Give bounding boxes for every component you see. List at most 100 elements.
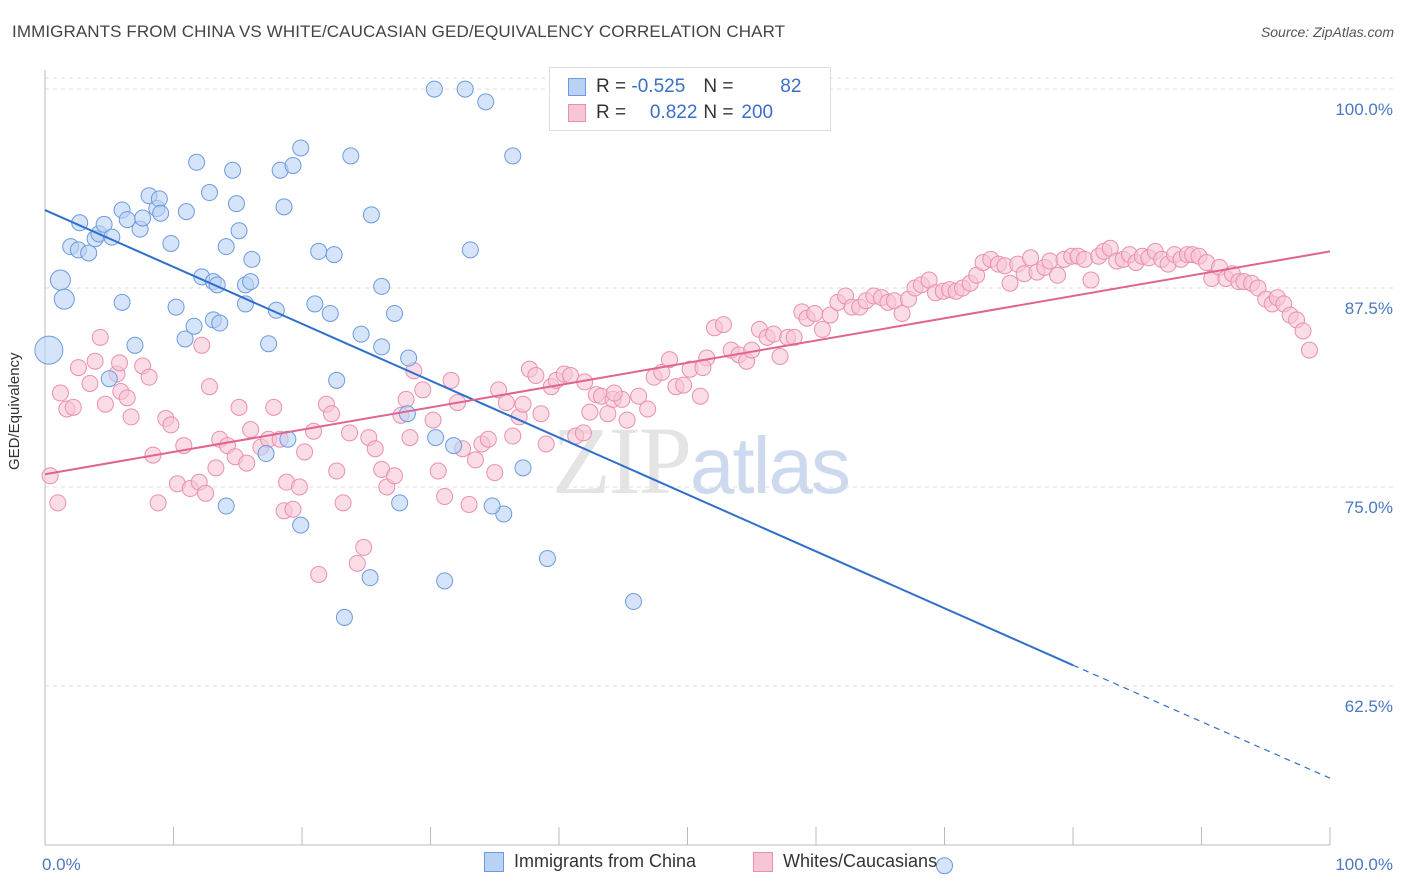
point-china bbox=[150, 190, 168, 208]
point-china bbox=[373, 277, 391, 295]
stats-legend: R = -0.525 N = 82 R = 0.822 N = 200 bbox=[549, 67, 831, 131]
point-china bbox=[321, 304, 339, 322]
point-china bbox=[373, 338, 391, 356]
point-china bbox=[456, 80, 474, 98]
legend-r-value: 0.822 bbox=[649, 102, 698, 123]
point-china bbox=[200, 184, 218, 202]
point-white bbox=[149, 494, 167, 512]
legend-n-value: 200 bbox=[741, 102, 774, 123]
point-china bbox=[310, 242, 328, 260]
point-white bbox=[284, 500, 302, 518]
point-white bbox=[1294, 322, 1312, 340]
point-white bbox=[714, 316, 732, 334]
point-white bbox=[397, 390, 415, 408]
point-white bbox=[265, 398, 283, 416]
point-white bbox=[429, 462, 447, 480]
point-china bbox=[211, 314, 229, 332]
point-white bbox=[1022, 249, 1040, 267]
point-white bbox=[140, 368, 158, 386]
legend-swatch-white bbox=[753, 851, 773, 872]
legend-label-white: Whites/Caucasians bbox=[783, 851, 938, 871]
point-white bbox=[207, 459, 225, 477]
legend-n-value: 82 bbox=[780, 76, 802, 97]
point-white bbox=[460, 495, 478, 513]
point-china bbox=[504, 147, 522, 165]
watermark-atlas: atlas bbox=[690, 421, 851, 510]
point-china bbox=[306, 295, 324, 313]
point-white bbox=[806, 304, 824, 322]
point-china bbox=[113, 293, 131, 311]
point-white bbox=[193, 336, 211, 354]
point-china bbox=[167, 298, 185, 316]
point-china bbox=[217, 497, 235, 515]
legend-item-china: Immigrants from China bbox=[484, 851, 696, 872]
point-white bbox=[514, 395, 532, 413]
legend-item-white: Whites/Caucasians bbox=[753, 851, 937, 872]
legend-label-china: Immigrants from China bbox=[514, 851, 697, 871]
point-white bbox=[1300, 341, 1318, 359]
tick-labels: 100.0% 87.5% 75.0% 62.5% 0.0% 100.0% bbox=[42, 100, 1393, 874]
point-china bbox=[427, 429, 445, 447]
point-white bbox=[639, 400, 657, 418]
point-white bbox=[111, 354, 129, 372]
point-white bbox=[69, 359, 87, 377]
white-points bbox=[41, 239, 1318, 583]
point-china bbox=[342, 147, 360, 165]
trend-line-white bbox=[44, 250, 1331, 476]
point-white bbox=[436, 487, 454, 505]
x-tick-label-end: 100.0% bbox=[1335, 855, 1393, 874]
legend-r-label: R = bbox=[596, 102, 627, 123]
axes bbox=[44, 70, 1331, 846]
point-white bbox=[1001, 274, 1019, 292]
point-china bbox=[483, 497, 501, 515]
point-china bbox=[126, 336, 144, 354]
x-tick-label-start: 0.0% bbox=[42, 855, 81, 874]
point-china bbox=[538, 550, 556, 568]
point-china bbox=[162, 234, 180, 252]
point-white bbox=[96, 395, 114, 413]
point-china bbox=[362, 206, 380, 224]
point-white bbox=[348, 554, 366, 572]
legend-n-label: N = bbox=[703, 76, 734, 97]
point-white bbox=[64, 398, 82, 416]
point-white bbox=[86, 352, 104, 370]
point-china bbox=[152, 204, 170, 222]
point-white bbox=[290, 478, 308, 496]
point-china bbox=[361, 569, 379, 587]
legend-swatch-china bbox=[568, 78, 586, 96]
chart-title: IMMIGRANTS FROM CHINA VS WHITE/CAUCASIAN… bbox=[12, 22, 786, 41]
point-white bbox=[537, 435, 555, 453]
point-white bbox=[771, 347, 789, 365]
point-white bbox=[310, 565, 328, 583]
point-china bbox=[495, 505, 513, 523]
y-tick-label: 100.0% bbox=[1335, 100, 1393, 119]
china-points bbox=[34, 80, 953, 875]
point-white bbox=[675, 376, 693, 394]
point-white bbox=[238, 454, 256, 472]
point-china bbox=[425, 80, 443, 98]
point-white bbox=[442, 371, 460, 389]
point-china bbox=[514, 459, 532, 477]
point-china bbox=[100, 370, 118, 388]
point-white bbox=[479, 430, 497, 448]
point-white bbox=[785, 328, 803, 346]
point-white bbox=[51, 384, 69, 402]
point-white bbox=[581, 403, 599, 421]
point-china bbox=[176, 330, 194, 348]
point-china bbox=[230, 222, 248, 240]
point-white bbox=[691, 387, 709, 405]
point-white bbox=[1076, 250, 1094, 268]
point-china bbox=[477, 93, 495, 111]
point-white bbox=[1082, 271, 1100, 289]
point-white bbox=[401, 429, 419, 447]
point-white bbox=[504, 427, 522, 445]
point-white bbox=[1049, 266, 1067, 284]
point-white bbox=[414, 381, 432, 399]
point-white bbox=[328, 462, 346, 480]
legend-swatch-white bbox=[568, 104, 586, 122]
point-white bbox=[386, 467, 404, 485]
point-white bbox=[200, 378, 218, 396]
point-china bbox=[335, 608, 353, 626]
point-white bbox=[821, 306, 839, 324]
